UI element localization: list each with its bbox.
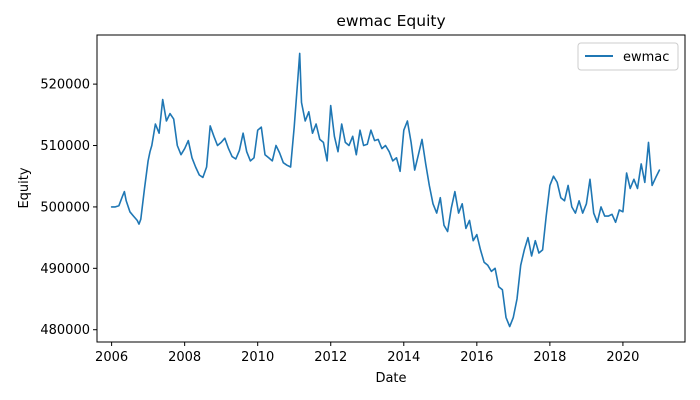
chart-title: ewmac Equity <box>336 12 445 30</box>
y-tick-label: 490000 <box>40 262 90 277</box>
x-tick-label: 2020 <box>606 350 639 365</box>
legend-label-ewmac: ewmac <box>623 50 669 65</box>
x-axis: 2006 2008 2010 2012 2014 2016 2018 2020 <box>95 342 639 365</box>
legend-box <box>577 42 679 71</box>
series-layer <box>110 52 661 328</box>
x-tick-label: 2018 <box>533 350 566 365</box>
y-tick-label: 500000 <box>40 200 90 215</box>
x-tick-label: 2016 <box>460 350 493 365</box>
x-tick-label: 2008 <box>168 350 201 365</box>
x-tick-label: 2010 <box>241 350 274 365</box>
legend: ewmac <box>577 42 679 71</box>
plot-frame <box>96 34 686 343</box>
y-tick-label: 510000 <box>40 139 90 154</box>
series-line-ewmac <box>110 52 661 328</box>
x-tick-label: 2012 <box>314 350 347 365</box>
y-tick-label: 480000 <box>40 323 90 338</box>
y-tick-label: 520000 <box>40 78 90 93</box>
x-axis-label: Date <box>375 371 406 386</box>
x-tick-label: 2014 <box>387 350 420 365</box>
y-axis-label: Equity <box>17 167 32 208</box>
x-tick-label: 2006 <box>95 350 128 365</box>
y-axis: 480000 490000 500000 510000 520000 <box>40 78 97 338</box>
